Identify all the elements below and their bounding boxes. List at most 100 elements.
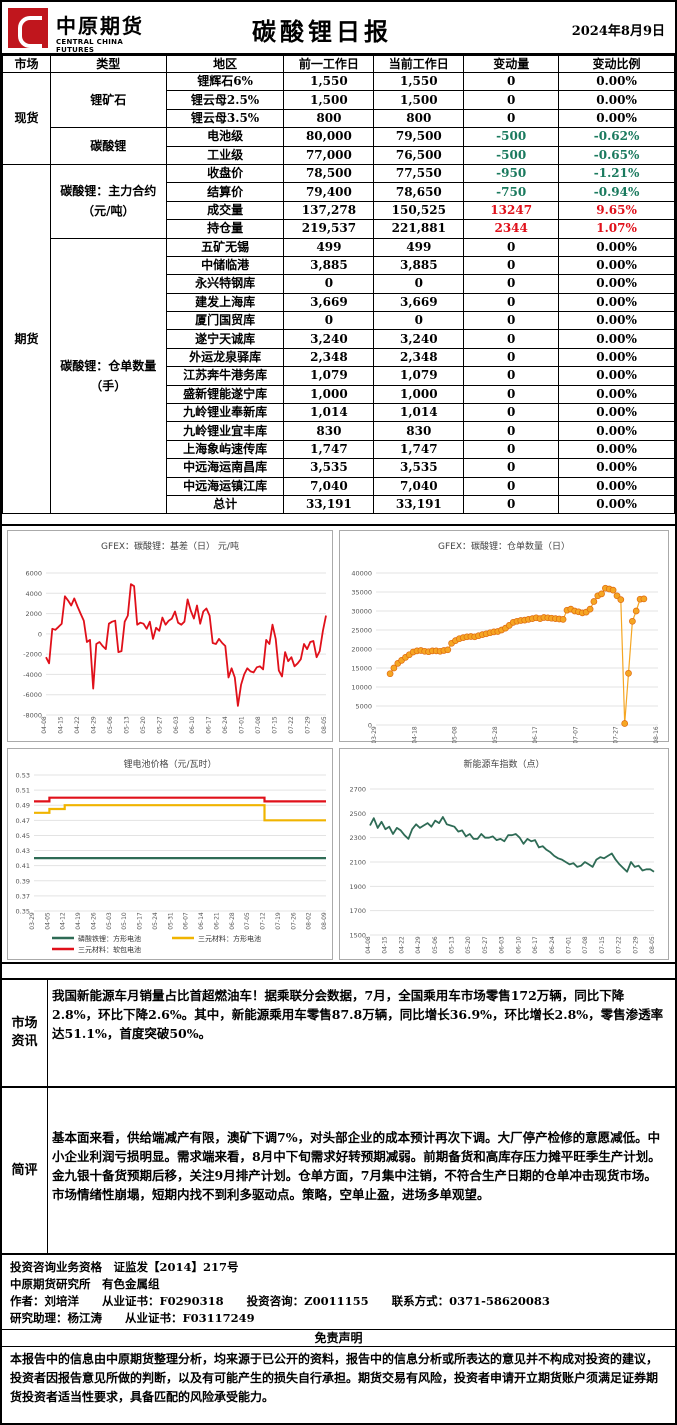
cell-chg: 0 — [463, 476, 560, 496]
warehouse-point — [632, 607, 640, 615]
table-row: 厦门国贸库 0 0 0 0.00% — [3, 311, 675, 331]
cell-cur: 1,550 — [373, 71, 465, 92]
col-header-change: 变动量 — [463, 55, 560, 73]
y-tick-label: 1700 — [349, 907, 366, 915]
legend-label: 磷酸铁锂：方形电池 — [78, 934, 141, 943]
cell-name: 九岭锂业宜丰库 — [165, 421, 285, 441]
comment-label: 简评 — [2, 1088, 48, 1253]
cell-name: 五矿无锡 — [165, 237, 285, 257]
x-tick-label: 05-28 — [492, 726, 499, 743]
x-tick-label: 06-24 — [222, 716, 229, 734]
cell-chg: 0 — [463, 494, 560, 515]
x-tick-label: 04-12 — [60, 912, 67, 930]
nev-index-series-line — [369, 816, 655, 873]
x-tick-label: 05-27 — [482, 936, 489, 954]
cell-chg: 0 — [463, 329, 560, 349]
chart-title-warehouse: GFEX：碳酸锂：仓单数量（日） — [437, 542, 570, 552]
cell-prev: 1,079 — [283, 366, 375, 386]
y-tick-label: -6000 — [23, 691, 42, 699]
cell-pct: 9.65% — [558, 200, 675, 221]
x-tick-label: 03-29 — [371, 726, 378, 743]
x-tick-label: 05-27 — [156, 716, 163, 734]
cell-pct: -0.65% — [558, 145, 675, 165]
x-tick-label: 04-22 — [74, 716, 81, 734]
company-logo: 中原期货 CENTRAL CHINA FUTURES — [8, 8, 163, 54]
cell-pct: 0.00% — [558, 439, 675, 460]
cell-prev: 2,348 — [283, 347, 375, 368]
cell-prev: 830 — [283, 421, 375, 441]
cell-name: 外运龙泉驿库 — [165, 347, 285, 368]
cell-pct: 0.00% — [558, 421, 675, 441]
cell-cur: 221,881 — [373, 219, 465, 239]
cell-cur: 499 — [373, 237, 465, 257]
y-tick-label: 0.39 — [16, 877, 30, 885]
cell-chg: 0 — [463, 237, 560, 257]
table-row: 外运龙泉驿库 2,348 2,348 0 0.00% — [3, 347, 675, 368]
y-tick-label: 35000 — [351, 589, 372, 597]
x-tick-label: 04-15 — [57, 716, 64, 734]
cell-pct: 0.00% — [558, 237, 675, 257]
x-tick-label: 05-20 — [140, 716, 147, 734]
cell-pct: 0.00% — [558, 108, 675, 129]
charts-area: GFEX：碳酸锂：基差（日） 元/吨 6000 4000 2000 0 -2000 -40… — [2, 524, 675, 964]
battery-series-line — [34, 804, 326, 822]
cell-cur: 79,500 — [373, 127, 465, 147]
logo-name-en: CENTRAL CHINA FUTURES — [56, 38, 124, 54]
x-tick-label: 04-15 — [382, 936, 389, 954]
x-tick-label: 06-10 — [189, 716, 196, 734]
cell-chg: -750 — [463, 182, 560, 202]
x-tick-label: 07-15 — [272, 716, 279, 734]
x-tick-label: 05-06 — [432, 936, 439, 954]
y-tick-label: 2300 — [349, 834, 366, 842]
comment-text: 基本面来看，供给端减产有限，澳矿下调7%，对头部企业的成本预计再次下调。大厂停产… — [52, 1130, 661, 1202]
x-tick-label: 07-07 — [572, 726, 579, 743]
y-tick-label: 2100 — [349, 859, 366, 867]
disclaimer-text: 本报告中的信息由中原期货整理分析，均来源于已公开的资料，报告中的信息分析或所表达… — [10, 1352, 659, 1404]
col-header-pct: 变动比例 — [558, 55, 675, 73]
chart-title-basis: GFEX：碳酸锂：基差（日） 元/吨 — [101, 542, 239, 552]
y-tick-label: 4000 — [25, 590, 42, 598]
cell-name: 总计 — [165, 494, 285, 515]
cell-cur: 3,240 — [373, 329, 465, 349]
footer-dept: 中原期货研究所 有色金属组 — [10, 1277, 160, 1291]
cell-pct: 0.00% — [558, 292, 675, 313]
col-header-market: 市场 — [2, 55, 51, 73]
x-tick-label: 05-13 — [123, 716, 130, 734]
x-tick-label: 07-05 — [244, 912, 251, 930]
x-tick-label: 07-01 — [565, 936, 572, 954]
type-label: 碳酸锂 — [49, 127, 167, 165]
cell-cur: 150,525 — [373, 200, 465, 221]
legend-label: 三元材料：软包电池 — [78, 945, 141, 954]
x-tick-label: 07-26 — [290, 912, 297, 930]
cell-prev: 3,669 — [283, 292, 375, 313]
report-header: 中原期货 CENTRAL CHINA FUTURES 碳酸锂日报 2024年8月… — [2, 2, 675, 55]
table-row: 结算价 79,400 78,650 -750 -0.94% — [3, 182, 675, 202]
warehouse-point — [617, 596, 625, 603]
y-tick-label: 0.45 — [16, 832, 30, 840]
x-tick-label: 04-26 — [90, 912, 97, 930]
y-tick-label: 0.41 — [16, 862, 30, 870]
market-news-section: 市场资讯 我国新能源车月销量占比首超燃油车！据乘联分会数据，7月，全国乘用车市场… — [2, 978, 675, 1086]
y-tick-label: 0.47 — [16, 817, 30, 825]
x-tick-label: 03-29 — [29, 912, 36, 930]
cell-prev: 1,747 — [283, 439, 375, 460]
cell-cur: 3,535 — [373, 458, 465, 478]
y-tick-label: -8000 — [23, 712, 42, 720]
cell-cur: 3,885 — [373, 255, 465, 276]
cell-cur: 1,079 — [373, 366, 465, 386]
cell-cur: 78,650 — [373, 182, 465, 202]
logo-mark-icon — [8, 8, 48, 48]
table-row: 期货 碳酸锂：主力合约（元/吨） 收盘价 78,500 77,550 -950 -1.21% — [2, 163, 675, 515]
y-tick-label: 0 — [368, 722, 372, 730]
table-header-row: 市场 类型 地区 前一工作日 当前工作日 变动量 变动比例 — [2, 55, 675, 73]
cell-name: 九岭锂业奉新库 — [165, 403, 285, 423]
x-tick-label: 05-17 — [137, 912, 144, 930]
y-tick-label: 5000 — [355, 703, 372, 711]
battery-price-chart: 锂电池价格（元/瓦时） 0.53 0.51 0.49 0.47 0.45 0.43 0.41… — [7, 748, 333, 960]
x-tick-label: 05-24 — [152, 912, 159, 930]
cell-pct: 0.00% — [558, 274, 675, 294]
warehouse-point — [598, 590, 605, 598]
table-row: 碳酸锂：仓单数量（手） 五矿无锡 499 499 0 0.00% — [3, 237, 675, 515]
footer: 投资咨询业务资格 证监发【2014】217号 中原期货研究所 有色金属组 作者：… — [2, 1253, 675, 1404]
